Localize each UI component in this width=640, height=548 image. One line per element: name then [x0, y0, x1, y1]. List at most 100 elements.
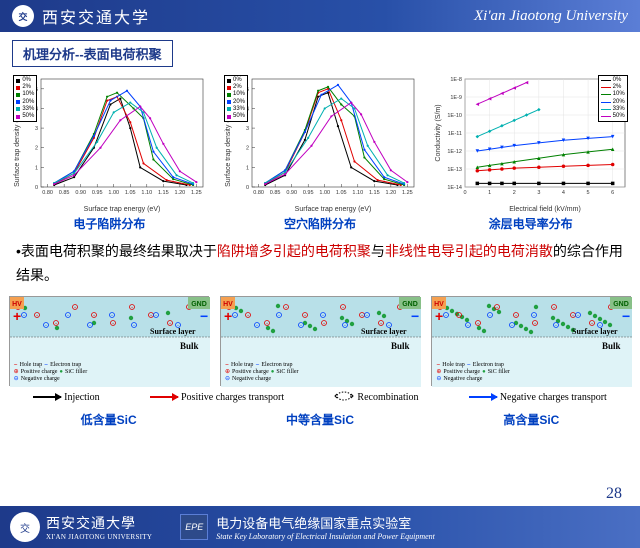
svg-text:0.80: 0.80	[253, 190, 264, 196]
svg-text:0.85: 0.85	[59, 190, 70, 196]
slide-footer: 交 西安交通大學 XI'AN JIAOTONG UNIVERSITY EPE 电…	[0, 506, 640, 548]
svg-text:Surface layer: Surface layer	[572, 327, 618, 336]
footer-logo-icon: 交	[10, 512, 40, 542]
svg-text:−: −	[411, 308, 419, 324]
uni-logo-icon: 交	[12, 5, 34, 27]
svg-text:1.15: 1.15	[369, 190, 380, 196]
diagram-high-sic: ++++++++++−−−−−−−−HVGND+−Surface layerBu…	[431, 296, 631, 386]
svg-text:1.00: 1.00	[319, 190, 330, 196]
diag-caption-1: 中等含量SiC	[286, 411, 354, 428]
charts-row: 0.80 0.85 0.90 0.95 1.00 1.05 1.10 1.15 1.20 1.25…	[0, 73, 640, 232]
legend-pos: Positive charges transport	[181, 392, 284, 403]
body-mid1: 与	[371, 243, 385, 259]
svg-text:1E-9: 1E-9	[450, 95, 462, 101]
svg-text:Conductivity (S/m): Conductivity (S/m)	[435, 104, 442, 161]
svg-text:3: 3	[537, 190, 540, 196]
chart2-caption: 空穴陷阱分布	[284, 215, 356, 232]
chart1-caption: 电子陷阱分布	[73, 215, 145, 232]
svg-text:2: 2	[35, 146, 38, 152]
svg-text:1.25: 1.25	[191, 190, 202, 196]
recombination-icon	[334, 390, 354, 405]
svg-text:4: 4	[562, 190, 565, 196]
diagrams-row: ++++++++++−−−−−−−−HVGND+−Surface layerBu…	[0, 296, 640, 386]
svg-text:+: +	[13, 308, 21, 324]
page-number: 28	[600, 484, 628, 504]
svg-text:HV: HV	[12, 301, 22, 308]
uni-name-cn: 西安交通大学	[42, 4, 474, 28]
svg-text:3: 3	[35, 126, 38, 132]
svg-text:1E-12: 1E-12	[447, 149, 462, 155]
svg-text:2: 2	[246, 146, 249, 152]
diag-caption-2: 高含量SiC	[503, 411, 559, 428]
svg-text:1E-10: 1E-10	[447, 113, 462, 119]
svg-text:1.00: 1.00	[109, 190, 120, 196]
section-title: 机理分析--表面电荷积聚	[12, 40, 173, 67]
chart3-caption: 涂层电导率分布	[489, 215, 573, 232]
svg-text:+: +	[435, 308, 443, 324]
slide-header: 交 西安交通大学 Xi'an Jiaotong University	[0, 0, 640, 32]
legend-neg: Negative charges transport	[500, 392, 607, 403]
svg-text:1: 1	[35, 165, 38, 171]
svg-text:1.05: 1.05	[336, 190, 347, 196]
svg-text:3: 3	[246, 126, 249, 132]
svg-text:6: 6	[611, 190, 614, 196]
svg-text:+: +	[224, 308, 232, 324]
svg-text:1.25: 1.25	[402, 190, 413, 196]
epe-logo-icon: EPE	[180, 514, 208, 540]
body-pre: 表面电荷积聚的最终结果取决于	[21, 243, 217, 259]
footer-uni-en: XI'AN JIAOTONG UNIVERSITY	[46, 533, 152, 541]
svg-text:GND: GND	[614, 301, 630, 308]
svg-text:1E-13: 1E-13	[447, 167, 462, 173]
body-red2: 非线性电导引起的电荷消散	[385, 243, 553, 259]
svg-text:Surface trap energy (eV): Surface trap energy (eV)	[84, 206, 161, 213]
body-text: •表面电荷积聚的最终结果取决于陷阱增多引起的电荷积聚与非线性电导引起的电荷消散的…	[0, 232, 640, 296]
svg-text:0: 0	[246, 185, 249, 191]
svg-text:Bulk: Bulk	[391, 341, 410, 351]
svg-text:5: 5	[586, 190, 589, 196]
arrow-legend: Injection Positive charges transport Rec…	[0, 386, 640, 409]
svg-text:0.80: 0.80	[43, 190, 54, 196]
diagram-low-sic: ++++++++++−−−−−−−−HVGND+−Surface layerBu…	[9, 296, 209, 386]
svg-text:1.10: 1.10	[352, 190, 363, 196]
legend-injection: Injection	[64, 392, 100, 403]
svg-text:Electrical field (kV/mm): Electrical field (kV/mm)	[509, 206, 581, 213]
svg-text:1E-14: 1E-14	[447, 185, 462, 191]
svg-text:1.15: 1.15	[158, 190, 169, 196]
diagram-mid-sic: ++++++++++−−−−−−−−HVGND+−Surface layerBu…	[220, 296, 420, 386]
footer-lab-cn: 电力设备电气绝缘国家重点实验室	[216, 513, 435, 532]
uni-name-en: Xi'an Jiaotong University	[474, 8, 628, 25]
svg-text:GND: GND	[191, 301, 207, 308]
svg-text:GND: GND	[402, 301, 418, 308]
svg-text:1.20: 1.20	[175, 190, 186, 196]
svg-text:1.10: 1.10	[142, 190, 153, 196]
svg-text:−: −	[622, 308, 630, 324]
footer-uni-cn: 西安交通大學	[46, 513, 152, 533]
svg-text:0.95: 0.95	[92, 190, 103, 196]
footer-lab-en: State Key Laboratory of Electrical Insul…	[216, 532, 435, 541]
chart-conductivity: 01234561E-141E-131E-121E-111E-101E-91E-8…	[427, 73, 634, 232]
svg-text:0.90: 0.90	[76, 190, 87, 196]
svg-text:0.95: 0.95	[303, 190, 314, 196]
svg-text:Bulk: Bulk	[602, 341, 621, 351]
svg-text:Surface layer: Surface layer	[361, 327, 407, 336]
svg-text:1: 1	[246, 165, 249, 171]
svg-text:1E-11: 1E-11	[447, 131, 461, 137]
svg-text:0: 0	[463, 190, 466, 196]
svg-text:0: 0	[35, 185, 38, 191]
svg-text:1E-8: 1E-8	[450, 77, 462, 83]
svg-text:Surface trap energy (eV): Surface trap energy (eV)	[295, 206, 372, 213]
svg-text:HV: HV	[223, 301, 233, 308]
svg-text:1.20: 1.20	[385, 190, 396, 196]
svg-text:0.90: 0.90	[286, 190, 297, 196]
chart-hole-trap: 0.80 0.85 0.90 0.95 1.00 1.05 1.10 1.15 1.20 1.25…	[217, 73, 424, 232]
svg-text:Bulk: Bulk	[180, 341, 199, 351]
body-red1: 陷阱增多引起的电荷积聚	[217, 243, 371, 259]
chart-electron-trap: 0.80 0.85 0.90 0.95 1.00 1.05 1.10 1.15 1.20 1.25…	[6, 73, 213, 232]
svg-text:1.05: 1.05	[125, 190, 136, 196]
svg-text:Surface layer: Surface layer	[150, 327, 196, 336]
svg-text:2: 2	[512, 190, 515, 196]
diag-caption-0: 低含量SiC	[81, 411, 137, 428]
svg-text:HV: HV	[434, 301, 444, 308]
legend-rec: Recombination	[357, 392, 418, 403]
svg-text:0.85: 0.85	[270, 190, 281, 196]
